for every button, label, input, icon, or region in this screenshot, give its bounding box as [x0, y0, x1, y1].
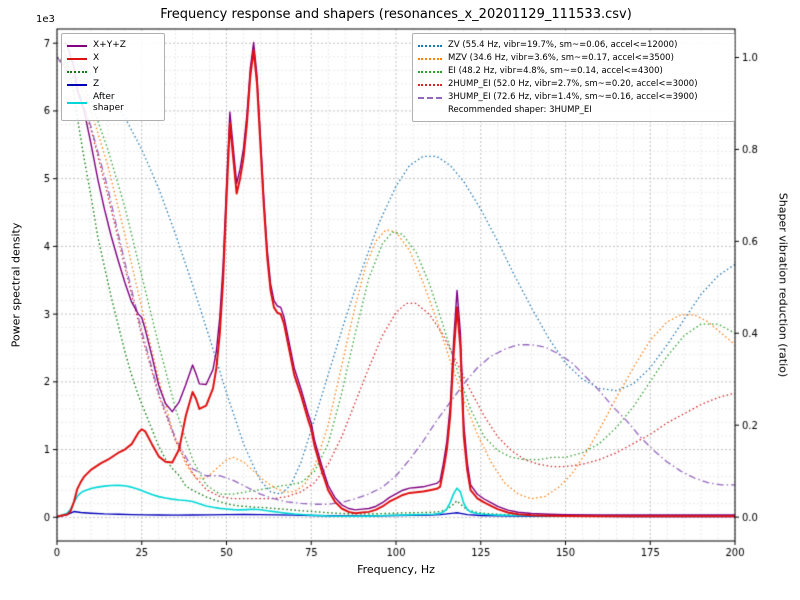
legend-line-sample: [418, 70, 442, 73]
legend-item: ZV (55.4 Hz, vibr=19.7%, sm~=0.06, accel…: [418, 40, 727, 51]
legend-shapers: ZV (55.4 Hz, vibr=19.7%, sm~=0.06, accel…: [412, 33, 735, 122]
x-axis-label: Frequency, Hz: [357, 563, 435, 576]
legend-recommendation: Recommended shaper: 3HUMP_EI: [448, 105, 592, 115]
legend-item: Z: [67, 79, 157, 90]
left-axis-offset-label: 1e3: [36, 14, 55, 25]
legend-label: X+Y+Z: [93, 40, 126, 50]
right-axis-label: Shaper vibration reduction (ratio): [776, 192, 790, 378]
legend-item: 3HUMP_EI (72.6 Hz, vibr=1.4%, sm~=0.16, …: [418, 92, 727, 103]
legend-line-sample: [67, 57, 87, 60]
legend-label: ZV (55.4 Hz, vibr=19.7%, sm~=0.06, accel…: [448, 40, 678, 50]
legend-line-sample: [418, 44, 442, 47]
legend-item: MZV (34.6 Hz, vibr=3.6%, sm~=0.17, accel…: [418, 53, 727, 64]
legend-line-sample: [418, 83, 442, 86]
legend-line-sample: [67, 44, 87, 47]
legend-item: 2HUMP_EI (52.0 Hz, vibr=2.7%, sm~=0.20, …: [418, 79, 727, 90]
legend-item: X+Y+Z: [67, 40, 157, 51]
legend-line-sample: [67, 70, 87, 73]
legend-label: X: [93, 53, 100, 63]
legend-item: X: [67, 53, 157, 64]
legend-line-sample: [418, 96, 442, 99]
legend-label: After shaper: [93, 92, 124, 113]
chart-title: Frequency response and shapers (resonanc…: [160, 7, 632, 22]
legend-line-sample: [67, 83, 87, 86]
legend-label: Z: [93, 79, 100, 89]
legend-psd: X+Y+Z X Y Z After shaper: [61, 33, 165, 121]
legend-label: MZV (34.6 Hz, vibr=3.6%, sm~=0.17, accel…: [448, 53, 674, 63]
legend-line-sample: [67, 102, 87, 104]
legend-line-sample: [418, 57, 442, 60]
legend-item: After shaper: [67, 92, 157, 114]
legend-label: 2HUMP_EI (52.0 Hz, vibr=2.7%, sm~=0.20, …: [448, 79, 698, 89]
legend-label: EI (48.2 Hz, vibr=4.8%, sm~=0.14, accel<…: [448, 66, 663, 76]
legend-item: Y: [67, 66, 157, 77]
legend-label: Y: [93, 66, 99, 76]
legend-item: EI (48.2 Hz, vibr=4.8%, sm~=0.14, accel<…: [418, 66, 727, 77]
left-axis-label: Power spectral density: [9, 222, 23, 348]
legend-label: 3HUMP_EI (72.6 Hz, vibr=1.4%, sm~=0.16, …: [448, 92, 698, 102]
